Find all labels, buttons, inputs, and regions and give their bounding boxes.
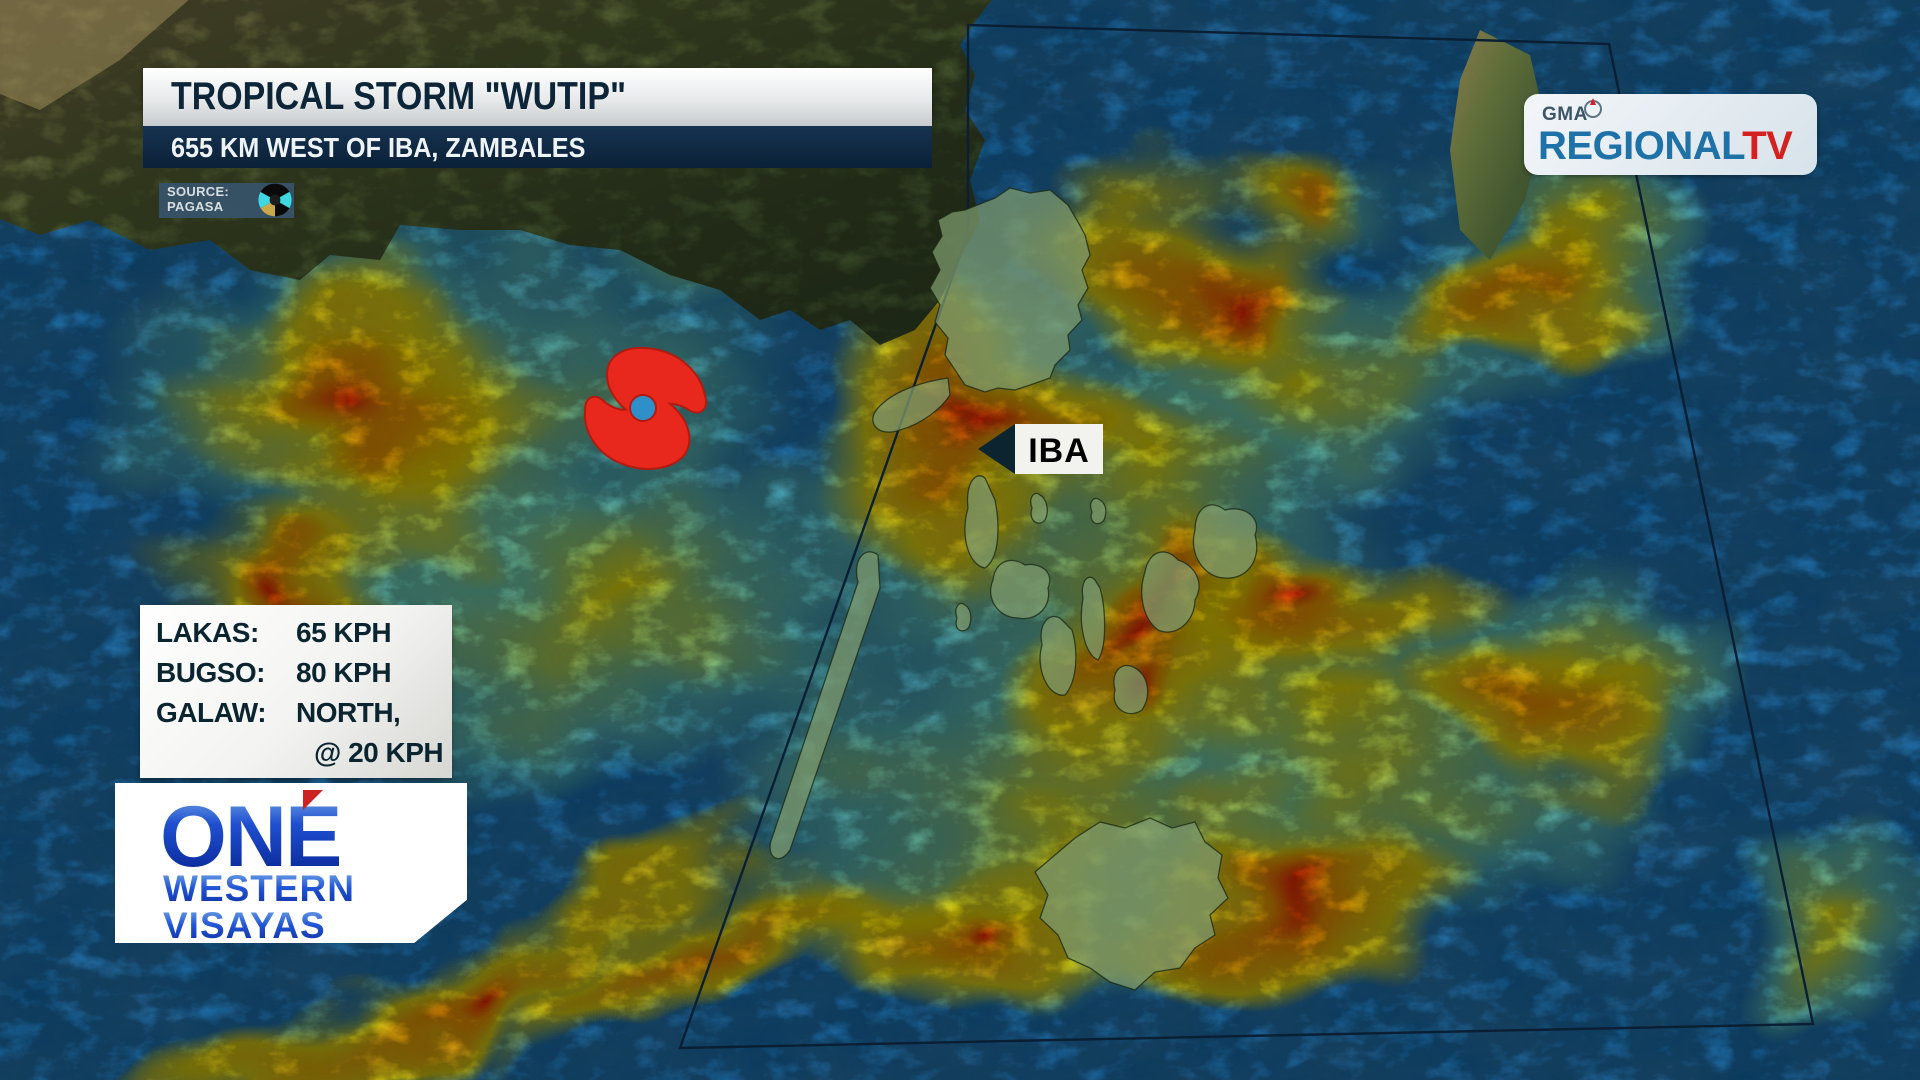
svg-text:IBA: IBA [1028,432,1090,470]
